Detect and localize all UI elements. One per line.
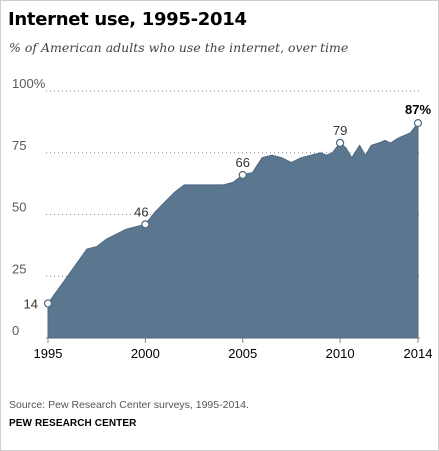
y-tick-label: 0 xyxy=(12,323,19,338)
annotation-label: 14 xyxy=(24,296,38,311)
annotation-marker xyxy=(238,170,247,180)
chart-subtitle: % of American adults who use the interne… xyxy=(9,40,349,55)
y-tick-label: 100% xyxy=(12,76,46,91)
annotation-marker xyxy=(336,138,345,147)
y-tick-label: 75 xyxy=(12,138,26,153)
source-note: Source: Pew Research Center surveys, 199… xyxy=(9,399,249,411)
annotations: 14 46 66 79 87% xyxy=(24,102,432,311)
y-tick-label: 50 xyxy=(12,200,26,215)
chart-title: Internet use, 1995-2014 xyxy=(8,9,247,30)
annotation-label: 46 xyxy=(134,204,148,219)
x-tick-label: 2005 xyxy=(228,346,257,361)
x-tick-label: 2000 xyxy=(131,346,160,361)
x-tick-label: 2014 xyxy=(404,346,433,361)
x-tick-label: 1995 xyxy=(34,346,63,361)
area-series xyxy=(47,121,419,339)
brand-label: PEW RESEARCH CENTER xyxy=(9,418,137,429)
y-tick-label: 25 xyxy=(12,261,26,276)
annotation-marker xyxy=(413,119,423,128)
x-tick-label: 2010 xyxy=(326,346,355,361)
annotation-marker xyxy=(141,220,150,229)
y-axis-ticks: 0 25 50 75 100% xyxy=(12,76,46,338)
annotation-label: 66 xyxy=(236,155,250,170)
annotation-marker xyxy=(43,299,53,308)
x-axis-ticks: 1995 2000 2005 2010 2014 xyxy=(34,338,433,361)
annotation-label: 87% xyxy=(405,102,431,117)
annotation-label: 79 xyxy=(333,123,347,138)
